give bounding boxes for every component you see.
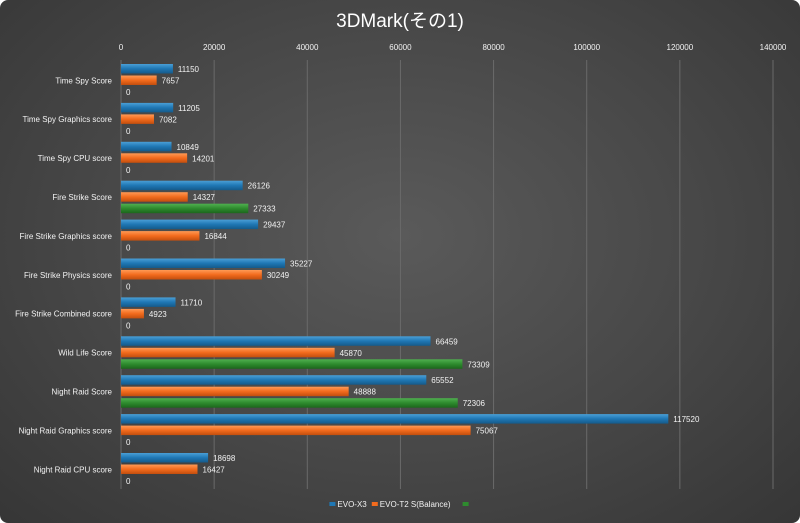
bar-2 — [121, 192, 188, 202]
bar-2 — [121, 231, 200, 241]
data-label: 27333 — [253, 205, 276, 214]
bar-1 — [121, 258, 286, 268]
x-tick-label: 60000 — [389, 43, 412, 52]
category-label: Night Raid Score — [52, 387, 113, 396]
category-labels: Time Spy Score Time Spy Graphics score Tim… — [15, 76, 112, 474]
category-label: Fire Strike Physics score — [24, 271, 113, 280]
data-label: 66459 — [436, 337, 459, 346]
data-label: 75067 — [476, 427, 499, 436]
bar-1 — [121, 414, 669, 424]
bar-2 — [121, 75, 157, 85]
x-tick-label: 0 — [119, 43, 124, 52]
category-label: Time Spy CPU score — [38, 154, 113, 163]
bar-3 — [121, 203, 249, 214]
x-tick-label: 120000 — [667, 43, 694, 52]
category-label: Fire Strike Combined score — [15, 310, 112, 319]
bar-3 — [121, 359, 463, 369]
legend-label: EVO-X3 — [337, 500, 367, 509]
chart-title: 3DMark(その1) — [336, 11, 464, 32]
data-label: 117520 — [673, 415, 700, 424]
bar-1 — [121, 453, 209, 463]
bar-1 — [121, 297, 176, 307]
category-label: Night Raid CPU score — [34, 465, 113, 474]
data-label: 48888 — [354, 388, 377, 397]
category-label: Time Spy Graphics score — [22, 115, 112, 124]
bar-1 — [121, 102, 174, 113]
bar-2 — [121, 270, 262, 280]
bar-1 — [121, 180, 243, 191]
data-label: 4923 — [149, 310, 167, 319]
data-label: 0 — [126, 127, 131, 136]
data-label: 14327 — [193, 193, 216, 202]
data-label: 0 — [126, 88, 131, 97]
data-label: 72306 — [463, 399, 486, 408]
gridlines — [120, 60, 774, 489]
data-label: 26126 — [248, 182, 271, 191]
bar-1 — [121, 219, 259, 230]
bar-1 — [121, 336, 431, 346]
data-label: 0 — [126, 244, 131, 253]
data-label: 0 — [126, 321, 131, 330]
bars — [121, 64, 669, 474]
bar-1 — [121, 64, 173, 74]
data-label: 30249 — [267, 271, 290, 280]
x-axis-ticks: 0 20000 40000 60000 80000 100000 120000 140000 — [119, 43, 787, 52]
bar-2 — [121, 425, 471, 436]
data-label: 7082 — [159, 115, 177, 124]
bar-2 — [121, 464, 198, 474]
bar-2 — [121, 347, 335, 358]
legend-swatch — [329, 502, 336, 506]
bar-1 — [121, 141, 172, 152]
legend: EVO-X3 EVO-T2 S(Balance) — [329, 500, 469, 509]
x-tick-label: 40000 — [296, 43, 319, 52]
bar-2 — [121, 114, 154, 124]
data-label: 35227 — [290, 260, 313, 269]
legend-swatch — [462, 502, 469, 506]
data-label: 11205 — [178, 104, 200, 113]
x-tick-label: 20000 — [203, 43, 226, 52]
data-label: 45870 — [340, 349, 363, 358]
data-label: 14201 — [192, 154, 215, 163]
bar-1 — [121, 375, 427, 385]
x-tick-label: 100000 — [573, 43, 600, 52]
bar-3 — [121, 398, 458, 408]
data-label: 0 — [126, 283, 131, 292]
bar-2 — [121, 386, 349, 397]
data-label: 29437 — [263, 221, 286, 230]
legend-label: EVO-T2 S(Balance) — [380, 500, 451, 509]
data-label: 11710 — [181, 298, 203, 307]
data-label: 11150 — [178, 65, 200, 74]
legend-swatch — [371, 502, 378, 506]
category-label: Fire Strike Graphics score — [20, 232, 113, 241]
data-label: 10849 — [177, 143, 200, 152]
x-tick-label: 140000 — [760, 43, 787, 52]
data-label: 73309 — [467, 360, 490, 369]
data-label: 16427 — [203, 466, 226, 475]
data-label: 0 — [126, 438, 131, 447]
data-label: 65552 — [431, 376, 454, 385]
data-label: 16844 — [204, 232, 227, 241]
category-label: Wild Life Score — [58, 349, 112, 358]
data-label: 0 — [126, 166, 131, 175]
bar-2 — [121, 308, 144, 319]
data-label: 0 — [126, 477, 131, 486]
x-tick-label: 80000 — [482, 43, 505, 52]
data-label: 7657 — [162, 77, 180, 86]
category-label: Fire Strike Score — [52, 193, 112, 202]
data-label: 18698 — [213, 454, 236, 463]
bar-2 — [121, 153, 188, 163]
category-label: Night Raid Graphics score — [19, 426, 113, 435]
category-label: Time Spy Score — [55, 76, 112, 85]
